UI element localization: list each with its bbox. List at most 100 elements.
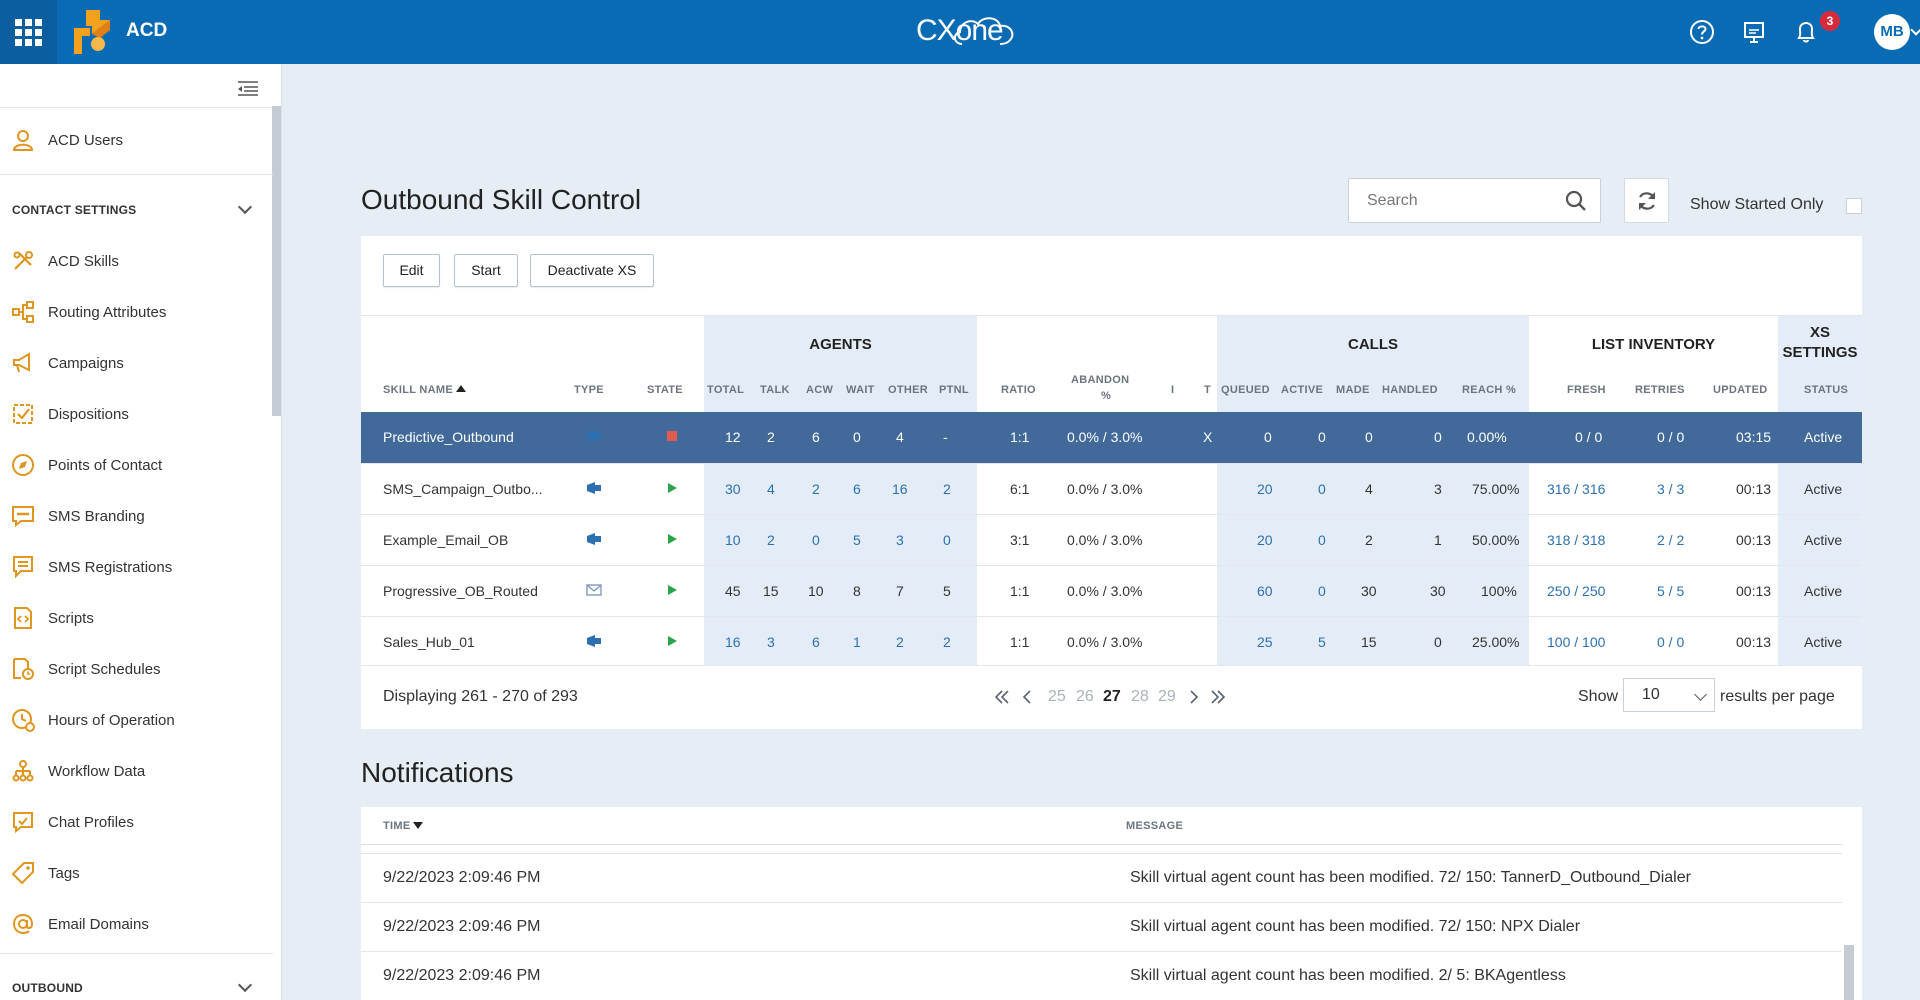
chevron-down-icon[interactable] <box>237 977 253 993</box>
search-icon[interactable] <box>1564 189 1588 213</box>
fresh-value[interactable]: 316 / 316 <box>1547 481 1606 497</box>
col-time[interactable]: TIME <box>383 820 424 832</box>
page-27[interactable]: 27 <box>1103 688 1121 705</box>
active-value[interactable]: 0 <box>1318 532 1326 548</box>
acw-value[interactable]: 0 <box>812 532 820 548</box>
talk-value[interactable]: 2 <box>767 532 775 548</box>
scrollbar[interactable] <box>1844 945 1854 1000</box>
sidebar-item-tags[interactable]: Tags <box>0 851 273 895</box>
ptnl-value[interactable]: 2 <box>943 634 951 650</box>
active-value[interactable]: 0 <box>1318 481 1326 497</box>
sidebar-item-sms-branding[interactable]: SMS Branding <box>0 494 273 538</box>
retries-value[interactable]: 2 / 2 <box>1657 532 1685 548</box>
last-page-icon[interactable] <box>1209 688 1227 706</box>
other-value[interactable]: 16 <box>892 481 908 497</box>
col-total[interactable]: TOTAL <box>707 384 745 396</box>
col-type[interactable]: TYPE <box>574 384 604 396</box>
page-29[interactable]: 29 <box>1158 688 1176 705</box>
col-other[interactable]: OTHER <box>888 384 928 396</box>
col-skill-name[interactable]: SKILL NAME <box>383 384 467 396</box>
col-handled[interactable]: HANDLED <box>1382 384 1438 396</box>
col-state[interactable]: STATE <box>647 384 683 396</box>
sidebar-item-dispositions[interactable]: Dispositions <box>0 392 273 436</box>
col-ratio[interactable]: RATIO <box>1001 384 1036 396</box>
col-acw[interactable]: ACW <box>806 384 834 396</box>
section-outbound[interactable]: OUTBOUND <box>12 981 83 995</box>
acw-value[interactable]: 6 <box>812 634 820 650</box>
col-reach[interactable]: REACH % <box>1462 384 1517 396</box>
page-25[interactable]: 25 <box>1048 688 1066 705</box>
col-updated[interactable]: UPDATED <box>1713 384 1768 396</box>
skill-name[interactable]: Example_Email_OB <box>383 532 509 548</box>
queued-value[interactable]: 60 <box>1257 583 1273 599</box>
skill-name[interactable]: Predictive_Outbound <box>383 429 514 445</box>
table-row[interactable]: Progressive_OB_Routed 45 15 10 8 7 5 1:1… <box>361 565 1862 616</box>
skill-name[interactable]: Progressive_OB_Routed <box>383 583 538 599</box>
page-26[interactable]: 26 <box>1076 688 1094 705</box>
collapse-menu-icon[interactable] <box>236 78 260 98</box>
retries-value[interactable]: 3 / 3 <box>1657 481 1685 497</box>
wait-value[interactable]: 5 <box>853 532 861 548</box>
previous-page-icon[interactable] <box>1019 688 1037 706</box>
acw-value[interactable]: 2 <box>812 481 820 497</box>
queued-value[interactable]: 25 <box>1257 634 1273 650</box>
sidebar-item-script-schedules[interactable]: Script Schedules <box>0 647 273 691</box>
next-page-icon[interactable] <box>1184 688 1202 706</box>
col-wait[interactable]: WAIT <box>846 384 875 396</box>
sidebar-item-sms-registrations[interactable]: SMS Registrations <box>0 545 273 589</box>
total-value[interactable]: 16 <box>725 634 741 650</box>
scrollbar[interactable] <box>272 106 281 416</box>
col-abandon[interactable]: ABANDON <box>1071 374 1130 386</box>
col-status[interactable]: STATUS <box>1804 384 1849 396</box>
skill-name[interactable]: SMS_Campaign_Outbo... <box>383 481 543 497</box>
col-fresh[interactable]: FRESH <box>1567 384 1606 396</box>
active-value[interactable]: 5 <box>1318 634 1326 650</box>
fresh-value[interactable]: 100 / 100 <box>1547 634 1606 650</box>
results-per-page-select[interactable]: 10 <box>1623 678 1715 712</box>
table-row[interactable]: SMS_Campaign_Outbo... 30 4 2 6 16 2 6:1 … <box>361 463 1862 514</box>
col-talk[interactable]: TALK <box>760 384 790 396</box>
avatar[interactable]: MB <box>1874 14 1910 50</box>
sidebar-item-chat-profiles[interactable]: Chat Profiles <box>0 800 273 844</box>
col-t[interactable]: T <box>1204 384 1212 396</box>
refresh-button[interactable] <box>1624 178 1669 223</box>
start-button[interactable]: Start <box>454 254 518 287</box>
page-28[interactable]: 28 <box>1131 688 1149 705</box>
other-value[interactable]: 2 <box>896 634 904 650</box>
total-value[interactable]: 10 <box>725 532 741 548</box>
table-row[interactable]: Predictive_Outbound 12 2 6 0 4 - 1:1 0.0… <box>361 412 1862 463</box>
sidebar-item-acd-users[interactable]: ACD Users <box>0 118 273 162</box>
active-value[interactable]: 0 <box>1318 583 1326 599</box>
search-input[interactable] <box>1367 179 1567 222</box>
retries-value[interactable]: 0 / 0 <box>1657 634 1685 650</box>
wait-value[interactable]: 1 <box>853 634 861 650</box>
skill-name[interactable]: Sales_Hub_01 <box>383 634 475 650</box>
chevron-down-icon[interactable] <box>237 199 253 215</box>
sidebar-item-points-of-contact[interactable]: Points of Contact <box>0 443 273 487</box>
show-started-checkbox[interactable] <box>1846 198 1862 214</box>
section-contact-settings[interactable]: CONTACT SETTINGS <box>12 203 137 217</box>
talk-value[interactable]: 4 <box>767 481 775 497</box>
sidebar-item-acd-skills[interactable]: ACD Skills <box>0 239 273 283</box>
col-i[interactable]: I <box>1171 384 1175 396</box>
retries-value[interactable]: 5 / 5 <box>1657 583 1685 599</box>
wait-value[interactable]: 6 <box>853 481 861 497</box>
fresh-value[interactable]: 250 / 250 <box>1547 583 1606 599</box>
col-retries[interactable]: RETRIES <box>1635 384 1685 396</box>
sidebar-item-scripts[interactable]: Scripts <box>0 596 273 640</box>
bell-icon[interactable] <box>1792 18 1820 46</box>
ptnl-value[interactable]: 2 <box>943 481 951 497</box>
chevron-down-icon[interactable] <box>1910 24 1920 36</box>
help-icon[interactable] <box>1688 18 1716 46</box>
queued-value[interactable]: 20 <box>1257 481 1273 497</box>
sidebar-item-workflow-data[interactable]: Workflow Data <box>0 749 273 793</box>
presentation-icon[interactable] <box>1740 18 1768 46</box>
edit-button[interactable]: Edit <box>383 254 440 287</box>
first-page-icon[interactable] <box>993 688 1011 706</box>
other-value[interactable]: 3 <box>896 532 904 548</box>
table-row[interactable]: Example_Email_OB 10 2 0 5 3 0 3:1 0.0% /… <box>361 514 1862 565</box>
col-ptnl[interactable]: PTNL <box>939 384 969 396</box>
sidebar-item-campaigns[interactable]: Campaigns <box>0 341 273 385</box>
col-message[interactable]: MESSAGE <box>1126 820 1184 832</box>
col-queued[interactable]: QUEUED <box>1221 384 1270 396</box>
